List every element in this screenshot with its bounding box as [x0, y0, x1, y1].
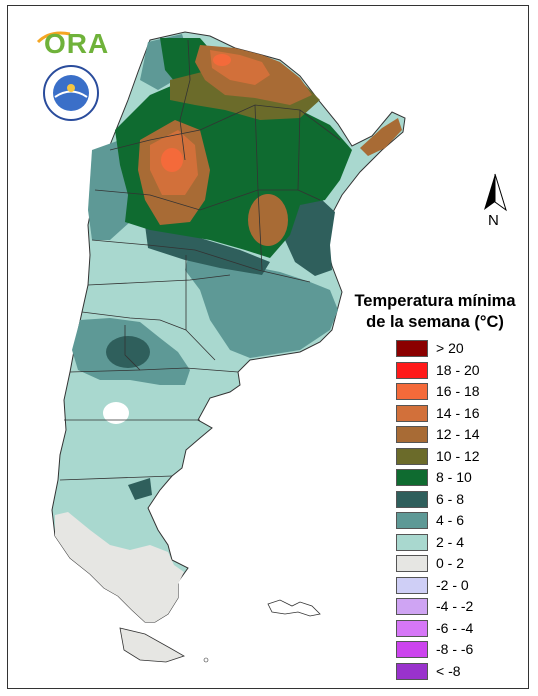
legend-label: 2 - 4 — [436, 533, 465, 550]
legend-label: < -8 — [436, 662, 461, 679]
legend-title-line1: Temperatura mínima — [354, 292, 516, 310]
legend-swatch — [396, 340, 428, 357]
legend-label: 8 - 10 — [436, 469, 472, 485]
legend-title: Temperatura mínima de la semana (°C) — [335, 291, 535, 333]
zone-6-8-northeast — [285, 198, 335, 276]
smn-seal-logo — [42, 64, 100, 122]
legend-label: -2 - 0 — [436, 576, 469, 593]
zone-6-8-patagonia — [106, 336, 150, 368]
zone-6-8-central — [145, 225, 270, 275]
legend-label: 14 - 16 — [436, 404, 480, 421]
legend-swatch — [396, 555, 428, 572]
zone-4-6-center — [185, 250, 338, 358]
north-arrow-icon — [484, 173, 507, 212]
legend-swatch — [396, 662, 428, 680]
legend-label: > 20 — [436, 340, 464, 356]
ora-logo: ORA — [36, 26, 110, 59]
zone-12-14-east — [248, 194, 288, 246]
legend-swatch — [396, 641, 428, 658]
legend-swatch — [396, 447, 428, 465]
legend-label: 4 - 6 — [436, 512, 465, 528]
legend-label: 18 - 20 — [436, 361, 480, 378]
north-arrow: N — [478, 172, 512, 234]
legend-swatch — [396, 490, 428, 508]
legend-swatch — [396, 469, 428, 486]
zone-6-8-south — [128, 478, 152, 500]
legend-label: 0 - 2 — [436, 555, 465, 571]
zone-16-18-north — [213, 54, 231, 66]
legend-label: 10 - 12 — [436, 447, 480, 464]
zone-0-2-patch — [103, 402, 129, 424]
north-label: N — [488, 212, 499, 229]
legend-swatch — [396, 598, 428, 615]
legend-swatch — [396, 361, 428, 379]
zone-0-2-south — [55, 512, 184, 622]
legend-swatch — [396, 426, 428, 443]
legend-label: -4 - -2 — [436, 598, 474, 614]
legend-swatch — [396, 533, 428, 551]
legend-swatch — [396, 404, 428, 422]
zone-16-18-tucuman — [161, 148, 183, 172]
zone-12-14-misiones — [360, 118, 402, 156]
legend-label: 6 - 8 — [436, 490, 465, 507]
tierra-del-fuego — [119, 627, 185, 663]
legend-label: -6 - -4 — [436, 619, 474, 636]
province-boundaries — [59, 39, 341, 481]
legend-title-line2: de la semana (°C) — [366, 313, 504, 331]
legend-swatch — [396, 576, 428, 594]
malvinas-islands — [267, 599, 321, 617]
ora-logo-text: ORA — [44, 28, 110, 59]
legend-swatch — [396, 512, 428, 529]
legend-swatch — [396, 619, 428, 637]
islet — [203, 657, 209, 663]
legend-swatch — [396, 383, 428, 400]
legend-label: 16 - 18 — [436, 383, 480, 399]
legend-label: -8 - -6 — [436, 641, 474, 657]
legend-label: 12 - 14 — [436, 426, 480, 442]
